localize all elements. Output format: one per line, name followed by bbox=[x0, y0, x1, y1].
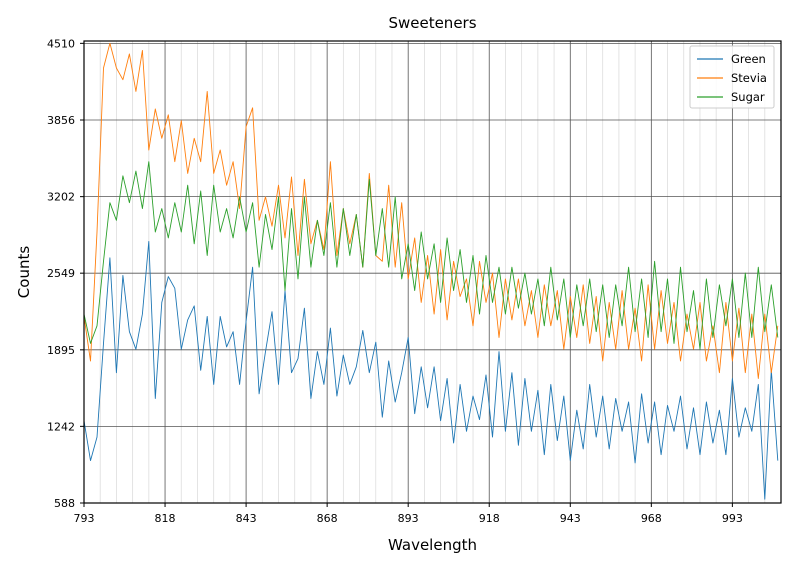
y-tick-label: 3856 bbox=[47, 114, 75, 127]
x-axis-label: Wavelength bbox=[388, 536, 477, 554]
y-tick-label: 1895 bbox=[47, 344, 75, 357]
y-tick-label: 2549 bbox=[47, 267, 75, 280]
y-tick-label: 588 bbox=[54, 497, 75, 510]
x-tick-label: 843 bbox=[236, 512, 257, 525]
legend-label-sugar: Sugar bbox=[731, 90, 765, 104]
x-tick-label: 818 bbox=[155, 512, 176, 525]
legend: Green Stevia Sugar bbox=[689, 45, 775, 109]
legend-label-green: Green bbox=[731, 52, 766, 66]
y-tick-label: 1242 bbox=[47, 420, 75, 433]
y-axis-ticks: 588 1242 1895 2549 3202 3856 4510 bbox=[47, 37, 84, 510]
x-tick-label: 968 bbox=[641, 512, 662, 525]
y-tick-label: 4510 bbox=[47, 37, 75, 50]
x-tick-label: 943 bbox=[560, 512, 581, 525]
x-tick-label: 918 bbox=[479, 512, 500, 525]
series-line-stevia bbox=[83, 42, 779, 379]
chart-title: Sweeteners bbox=[388, 14, 476, 32]
x-tick-label: 868 bbox=[317, 512, 338, 525]
x-tick-label: 893 bbox=[398, 512, 419, 525]
y-axis-label: Counts bbox=[15, 246, 33, 299]
plot-frame bbox=[83, 40, 782, 504]
x-axis-ticks: 793 818 843 868 893 918 943 968 993 bbox=[74, 503, 743, 525]
series-line-green bbox=[83, 240, 779, 500]
series-line-sugar bbox=[83, 161, 779, 350]
y-tick-label: 3202 bbox=[47, 191, 75, 204]
x-tick-label: 993 bbox=[722, 512, 743, 525]
legend-box bbox=[689, 45, 775, 109]
legend-label-stevia: Stevia bbox=[731, 71, 767, 85]
series-lines bbox=[83, 42, 779, 500]
x-tick-label: 793 bbox=[74, 512, 95, 525]
